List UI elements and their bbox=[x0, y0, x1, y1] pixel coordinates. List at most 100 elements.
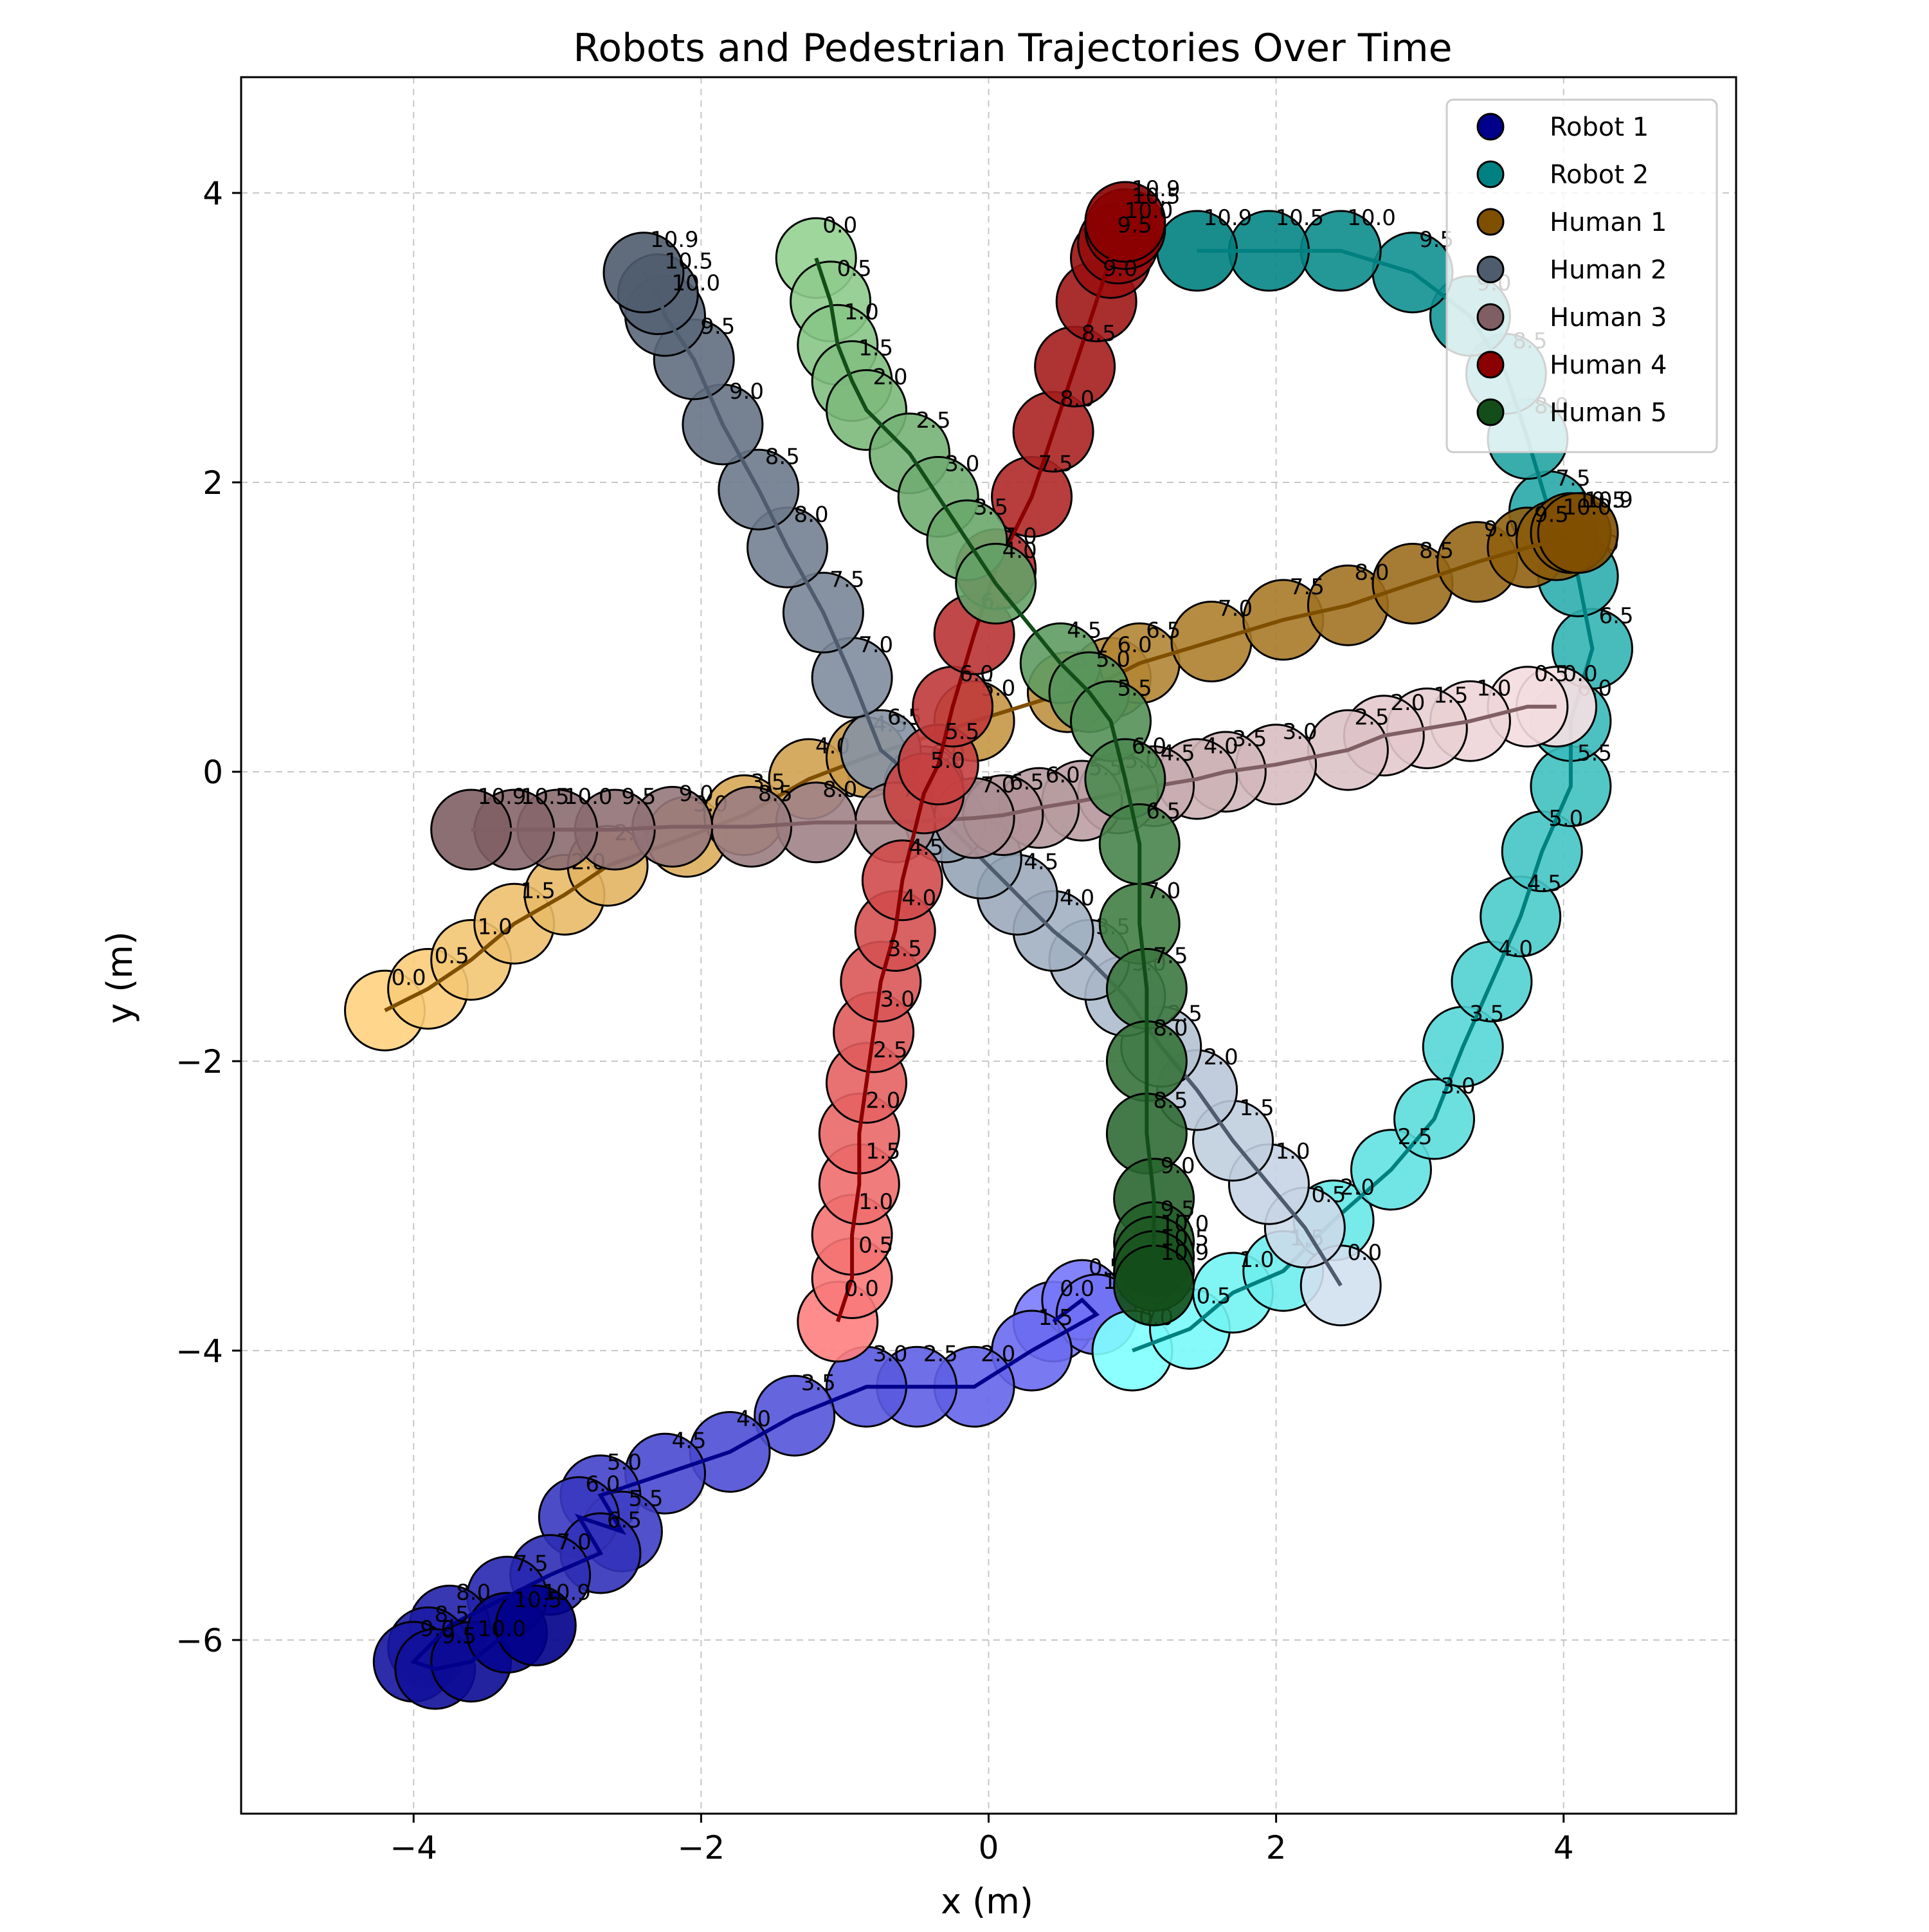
time-label: 1.0 bbox=[478, 915, 512, 940]
time-label: 6.5 bbox=[1146, 799, 1181, 825]
time-label: 9.5 bbox=[621, 784, 656, 810]
time-label: 4.5 bbox=[909, 835, 943, 861]
time-label: 3.5 bbox=[887, 936, 922, 961]
time-label: 10.5 bbox=[1132, 183, 1181, 209]
trajectory-line bbox=[410, 1297, 1100, 1672]
y-tick-label: −6 bbox=[176, 1622, 223, 1659]
time-label: 10.9 bbox=[478, 784, 527, 810]
time-label: 10.9 bbox=[650, 227, 699, 253]
time-label: 0.5 bbox=[1534, 661, 1569, 687]
time-label: 7.0 bbox=[1146, 878, 1181, 904]
time-label: 10.5 bbox=[1577, 488, 1626, 513]
time-label: 0.5 bbox=[1311, 1182, 1346, 1208]
y-tick-label: −2 bbox=[176, 1043, 223, 1080]
time-label: 4.0 bbox=[1498, 936, 1533, 961]
time-label: 3.0 bbox=[873, 1341, 907, 1367]
time-label: 1.0 bbox=[1476, 675, 1511, 701]
time-label: 8.5 bbox=[435, 1601, 469, 1627]
time-label: 8.5 bbox=[1082, 321, 1116, 347]
legend-marker bbox=[1476, 208, 1505, 236]
series-human-3: 0.00.51.01.52.02.53.03.54.04.55.05.56.06… bbox=[430, 661, 1598, 871]
time-label: 8.0 bbox=[1153, 1016, 1188, 1041]
time-label: 0.0 bbox=[392, 965, 426, 990]
legend-marker bbox=[1476, 113, 1505, 141]
time-label: 3.0 bbox=[945, 451, 979, 477]
time-label: 9.0 bbox=[729, 379, 764, 405]
time-label: 1.5 bbox=[521, 878, 556, 904]
time-label: 1.5 bbox=[1433, 683, 1468, 709]
time-label: 10.0 bbox=[1161, 1211, 1209, 1237]
time-label: 9.0 bbox=[679, 781, 714, 807]
y-tick-label: 2 bbox=[203, 464, 223, 502]
trajectory-line bbox=[835, 222, 1127, 1322]
time-label: 10.5 bbox=[514, 1587, 563, 1613]
time-label: 8.0 bbox=[456, 1580, 491, 1606]
time-label: 1.0 bbox=[1240, 1247, 1274, 1273]
time-label: 1.5 bbox=[858, 336, 893, 361]
trajectory-line bbox=[814, 257, 1156, 1286]
axes: −4 −2 0 2 4 −6 −4 −2 0 2 4 bbox=[176, 76, 1737, 1866]
legend-label: Human 1 bbox=[1550, 208, 1667, 237]
time-label: 8.0 bbox=[822, 777, 857, 803]
time-label: 1.0 bbox=[858, 1189, 893, 1215]
time-label: 0.0 bbox=[1563, 661, 1598, 687]
time-label: 10.5 bbox=[521, 784, 570, 810]
time-label: 0.5 bbox=[858, 1233, 893, 1259]
y-tick-label: 4 bbox=[203, 175, 223, 212]
time-label: 2.0 bbox=[1390, 690, 1425, 716]
time-label: 10.0 bbox=[1125, 198, 1173, 224]
time-label: 5.0 bbox=[607, 1450, 642, 1475]
time-label: 1.0 bbox=[844, 299, 879, 325]
time-label: 7.5 bbox=[1153, 943, 1188, 969]
legend-label: Human 2 bbox=[1550, 255, 1667, 285]
time-label: 6.0 bbox=[1118, 632, 1152, 658]
time-label: 2.0 bbox=[1204, 1044, 1238, 1070]
time-label: 3.0 bbox=[1283, 719, 1318, 745]
time-label: 2.5 bbox=[873, 1037, 907, 1063]
time-label: 6.0 bbox=[1132, 733, 1166, 759]
time-label: 8.5 bbox=[758, 781, 793, 807]
time-label: 9.0 bbox=[420, 1616, 455, 1642]
series-robot-1: 0.00.51.01.52.02.53.03.54.04.55.05.56.06… bbox=[372, 1254, 1137, 1710]
time-label: 6.0 bbox=[585, 1472, 620, 1497]
x-tick-label: 2 bbox=[1266, 1829, 1287, 1866]
time-label: 10.9 bbox=[542, 1580, 591, 1606]
time-label: 6.5 bbox=[607, 1508, 642, 1533]
y-tick-label: −4 bbox=[176, 1333, 223, 1370]
x-tick-label: 4 bbox=[1553, 1829, 1574, 1866]
time-label: 3.5 bbox=[801, 1370, 836, 1396]
time-label: 0.0 bbox=[822, 212, 857, 238]
time-label: 0.5 bbox=[435, 943, 469, 969]
time-label: 1.5 bbox=[1038, 1305, 1073, 1331]
time-label: 2.5 bbox=[1397, 1124, 1432, 1150]
time-label: 10.0 bbox=[564, 784, 613, 810]
legend-label: Human 5 bbox=[1550, 398, 1667, 428]
legend-label: Robot 1 bbox=[1550, 113, 1649, 142]
time-label: 6.5 bbox=[1146, 617, 1181, 643]
time-label: 9.0 bbox=[1103, 256, 1137, 282]
x-tick-label: −2 bbox=[678, 1829, 725, 1866]
time-label: 6.0 bbox=[1046, 762, 1080, 788]
time-label: 10.0 bbox=[478, 1616, 527, 1642]
legend-label: Human 3 bbox=[1550, 303, 1667, 333]
x-tick-label: 0 bbox=[979, 1829, 999, 1866]
time-label: 5.0 bbox=[930, 748, 965, 774]
time-label: 2.0 bbox=[873, 365, 907, 390]
time-label: 2.0 bbox=[865, 1088, 900, 1114]
time-label: 9.5 bbox=[700, 314, 735, 340]
time-label: 6.5 bbox=[1598, 603, 1633, 629]
time-label: 7.5 bbox=[1038, 451, 1073, 477]
time-label: 1.5 bbox=[1240, 1095, 1274, 1121]
time-label: 0.0 bbox=[844, 1276, 879, 1302]
y-axis-label: y (m) bbox=[100, 931, 140, 1024]
time-label: 4.0 bbox=[1002, 538, 1037, 564]
legend-marker bbox=[1476, 255, 1505, 284]
time-label: 4.0 bbox=[1060, 886, 1094, 911]
time-label: 7.0 bbox=[981, 772, 1015, 798]
chart-title: Robots and Pedestrian Trajectories Over … bbox=[573, 26, 1452, 71]
time-label: 9.5 bbox=[442, 1623, 476, 1649]
time-label: 9.5 bbox=[1118, 212, 1152, 238]
time-label: 6.5 bbox=[1010, 770, 1044, 796]
time-label: 10.0 bbox=[1563, 495, 1612, 520]
